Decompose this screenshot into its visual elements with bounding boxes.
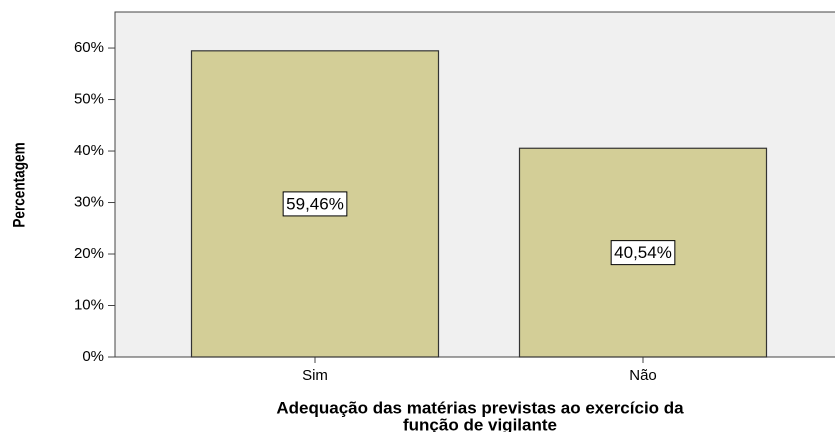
x-tick-label: Não (629, 367, 657, 384)
y-tick-label: 20% (74, 245, 104, 262)
y-tick-label: 60% (74, 39, 104, 56)
value-label-box (610, 240, 676, 266)
y-tick-label: 30% (74, 193, 104, 210)
y-tick-label: 50% (74, 91, 104, 108)
x-axis-label: Adequação das matérias previstas ao exer… (276, 398, 684, 417)
x-tick-label: Sim (302, 367, 328, 384)
x-axis-label: função de vigilante (403, 415, 557, 432)
value-label: 59,46% (286, 194, 344, 213)
y-tick-label: 10% (74, 296, 104, 313)
value-label-box (282, 191, 348, 217)
y-tick-label: 0% (82, 348, 104, 365)
value-label: 40,54% (614, 243, 672, 262)
y-tick-label: 40% (74, 142, 104, 159)
y-axis-label: Percentagem (10, 142, 29, 227)
